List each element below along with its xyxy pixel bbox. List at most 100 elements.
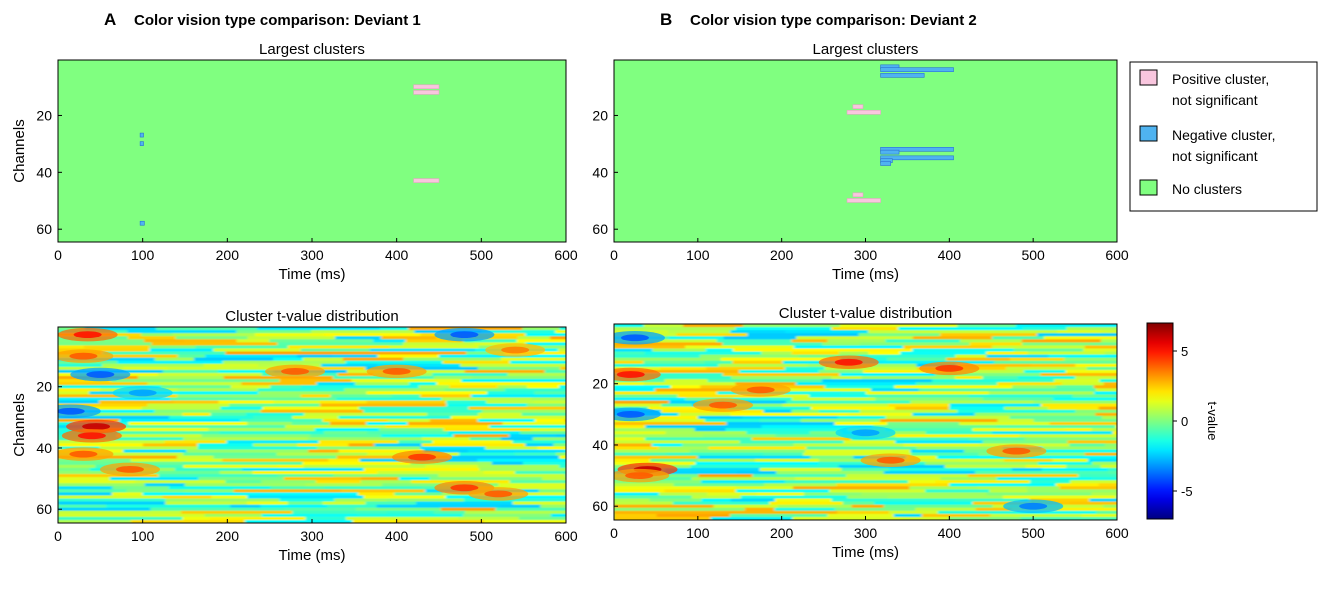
tvalue-cell	[193, 357, 275, 362]
tvalue-hotspot	[935, 365, 964, 372]
tvalue-cell	[1099, 379, 1117, 383]
tvalue-cell	[307, 437, 424, 441]
tvalue-cell	[205, 354, 299, 359]
tvalue-cell	[253, 443, 299, 448]
tvalue-cell	[58, 464, 97, 469]
tvalue-cell	[910, 449, 966, 454]
tvalue-cell	[236, 339, 271, 343]
tvalue-cell	[836, 483, 951, 487]
tvalue-cell	[178, 425, 287, 429]
tvalue-cell	[861, 492, 988, 497]
tvalue-cell	[909, 486, 979, 490]
tvalue-cell	[996, 425, 1117, 429]
tvalue-cell	[730, 498, 777, 503]
y-tick-label: 40	[36, 164, 52, 180]
x-tick-label: 0	[54, 247, 62, 263]
tvalue-cell	[117, 431, 221, 435]
tvalue-cell	[903, 345, 994, 350]
tvalue-cell	[800, 418, 881, 423]
tvalue-cell	[912, 336, 994, 340]
tvalue-cell	[895, 440, 984, 445]
tvalue-cell	[555, 330, 566, 334]
tvalue-cell	[372, 339, 407, 343]
tvalue-cell	[1049, 422, 1117, 426]
tvalue-cell	[865, 391, 990, 396]
tvalue-cell	[614, 443, 653, 448]
tvalue-cell	[58, 452, 185, 457]
tvalue-cell	[784, 480, 910, 484]
tvalue-cell	[1057, 330, 1103, 334]
tvalue-cell	[1015, 379, 1056, 383]
tvalue-cell	[458, 452, 516, 457]
tvalue-cell	[58, 391, 91, 395]
tvalue-cell	[707, 492, 758, 497]
tvalue-cell	[925, 431, 993, 435]
tvalue-cell	[1102, 415, 1117, 420]
tvalue-cell	[793, 345, 905, 350]
x-axis-label: Time (ms)	[279, 266, 346, 283]
tvalue-cell	[1086, 366, 1117, 371]
tvalue-cell	[743, 324, 841, 328]
tvalue-cell	[782, 403, 890, 408]
tvalue-cell	[1084, 452, 1117, 457]
tvalue-cell	[871, 366, 919, 371]
tvalue-cell	[381, 336, 438, 340]
tvalue-cell	[1103, 382, 1117, 386]
tvalue-hotspot	[708, 401, 737, 409]
tvalue-cell	[1115, 425, 1117, 429]
tvalue-cell	[887, 357, 948, 362]
tvalue-cell	[842, 501, 875, 506]
tvalue-cell	[203, 363, 260, 368]
tvalue-cell	[58, 388, 101, 392]
tvalue-cell	[715, 400, 788, 405]
panel-b-letter: B	[660, 10, 672, 29]
tvalue-cell	[162, 369, 219, 374]
x-tick-label: 200	[770, 247, 794, 263]
positive-cluster-bar	[413, 90, 440, 95]
tvalue-cell	[379, 428, 445, 432]
tvalue-cell	[116, 495, 164, 500]
tvalue-cell	[614, 434, 704, 438]
tvalue-cell	[969, 342, 1024, 347]
tvalue-cell	[213, 455, 338, 460]
tvalue-cell	[1024, 437, 1117, 441]
tvalue-cell	[859, 354, 957, 359]
tvalue-cell	[425, 464, 479, 469]
tvalue-hotspot	[616, 410, 645, 418]
panel-a-tvalue-plot: Cluster t-value distribution 0 100 200 300 40…	[11, 308, 578, 564]
tvalue-cell	[420, 446, 487, 451]
tvalue-cell	[58, 397, 172, 402]
tvalue-cell	[58, 360, 89, 365]
tvalue-cell	[643, 382, 737, 386]
tvalue-cell	[661, 409, 765, 414]
tvalue-cell	[614, 492, 661, 497]
tvalue-cell	[1091, 507, 1117, 512]
tvalue-cell	[225, 480, 263, 484]
tvalue-cell	[398, 440, 434, 444]
tvalue-cell	[614, 428, 696, 432]
negative-cluster-bar	[139, 132, 144, 138]
tvalue-cell	[449, 455, 561, 460]
tvalue-cell	[1055, 385, 1095, 389]
tvalue-cell	[1035, 452, 1086, 457]
tvalue-cell	[726, 406, 812, 411]
tvalue-cell	[169, 415, 255, 420]
tvalue-cell	[363, 495, 447, 500]
x-tick-label: 300	[300, 247, 324, 263]
tvalue-cell	[949, 406, 1006, 411]
tvalue-cell	[1009, 415, 1104, 420]
tvalue-cell	[512, 501, 566, 506]
tvalue-cell	[685, 345, 795, 350]
tvalue-cell	[614, 422, 728, 426]
tvalue-hotspot	[746, 386, 775, 394]
tvalue-cell	[1095, 412, 1117, 417]
tvalue-cell	[935, 480, 1031, 484]
tvalue-cell	[253, 415, 294, 420]
tvalue-cell	[614, 507, 678, 512]
tvalue-cell	[949, 483, 1057, 487]
tvalue-cell	[58, 382, 149, 386]
tvalue-cell	[900, 458, 960, 463]
tvalue-cell	[485, 446, 539, 451]
tvalue-cell	[87, 360, 119, 365]
tvalue-cell	[718, 363, 809, 368]
